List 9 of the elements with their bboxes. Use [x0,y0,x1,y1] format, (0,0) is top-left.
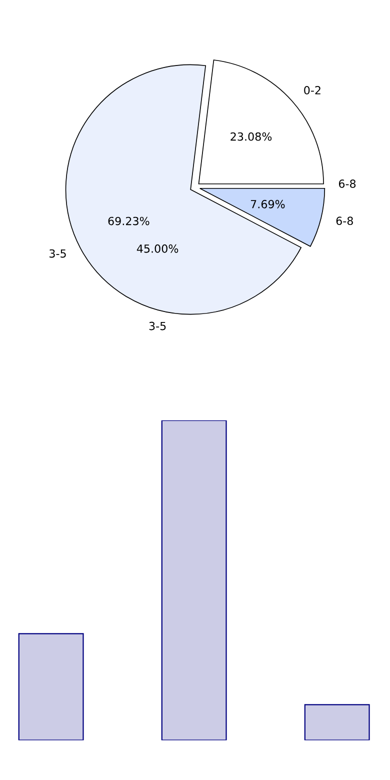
slice-label: 6-8 [336,216,353,226]
data-label: 23.08% [230,132,272,141]
text: 45.00% [136,244,178,253]
text: 6-8 [338,180,356,188]
data-label: 7.69% [250,200,285,208]
data-label: 69.23% [108,216,150,226]
slice-label: 3-5 [50,249,66,258]
text: 3-5 [149,322,166,330]
slice-label: 0-2 [304,86,320,94]
